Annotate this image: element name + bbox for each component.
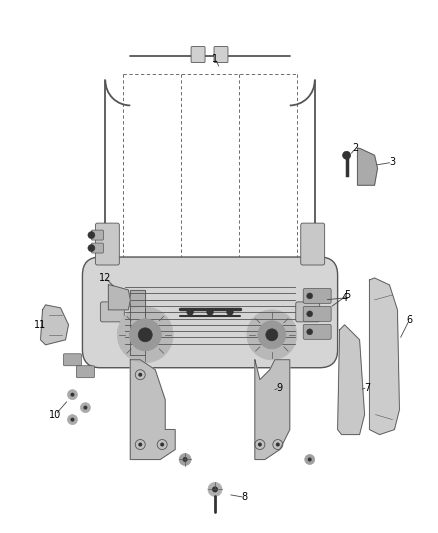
Polygon shape (130, 360, 175, 459)
FancyBboxPatch shape (303, 325, 331, 340)
Polygon shape (357, 148, 378, 185)
Circle shape (247, 310, 297, 360)
FancyBboxPatch shape (301, 223, 325, 265)
Text: 5: 5 (344, 290, 351, 300)
Polygon shape (130, 290, 145, 355)
Text: 1: 1 (212, 53, 218, 63)
Circle shape (179, 454, 191, 465)
Circle shape (208, 482, 222, 496)
Circle shape (129, 319, 161, 351)
Polygon shape (370, 278, 399, 434)
Text: 8: 8 (242, 492, 248, 503)
Circle shape (258, 442, 262, 447)
FancyBboxPatch shape (303, 306, 331, 321)
Circle shape (343, 151, 350, 159)
Circle shape (88, 245, 95, 252)
Circle shape (81, 402, 90, 413)
FancyBboxPatch shape (95, 223, 119, 265)
Text: 11: 11 (35, 320, 47, 330)
Circle shape (307, 329, 313, 335)
Circle shape (307, 293, 313, 299)
Circle shape (138, 328, 152, 342)
Polygon shape (338, 325, 364, 434)
Circle shape (212, 487, 218, 492)
Text: 9: 9 (277, 383, 283, 393)
FancyBboxPatch shape (77, 366, 95, 378)
FancyBboxPatch shape (191, 46, 205, 62)
Circle shape (308, 457, 312, 462)
Polygon shape (108, 285, 130, 310)
Text: 3: 3 (389, 157, 396, 167)
Circle shape (183, 457, 187, 462)
Circle shape (227, 309, 233, 315)
Text: 4: 4 (342, 293, 348, 303)
FancyBboxPatch shape (64, 354, 81, 366)
Circle shape (187, 309, 193, 315)
Circle shape (276, 442, 280, 447)
Circle shape (207, 309, 213, 315)
Circle shape (258, 321, 286, 349)
Circle shape (88, 232, 95, 239)
Text: 2: 2 (353, 143, 359, 154)
Text: 12: 12 (99, 273, 112, 283)
Text: 6: 6 (406, 315, 413, 325)
FancyBboxPatch shape (296, 302, 320, 322)
Text: 7: 7 (364, 383, 371, 393)
FancyBboxPatch shape (303, 288, 331, 303)
FancyBboxPatch shape (92, 230, 103, 240)
FancyBboxPatch shape (92, 243, 103, 253)
Circle shape (117, 307, 173, 363)
Circle shape (160, 442, 164, 447)
Circle shape (83, 406, 88, 410)
Circle shape (67, 390, 78, 400)
Circle shape (67, 415, 78, 425)
Circle shape (307, 311, 313, 317)
Text: 10: 10 (49, 410, 62, 419)
FancyBboxPatch shape (100, 302, 124, 322)
FancyBboxPatch shape (214, 46, 228, 62)
Circle shape (138, 373, 142, 377)
FancyBboxPatch shape (82, 257, 338, 368)
Circle shape (71, 393, 74, 397)
Polygon shape (255, 360, 290, 459)
Circle shape (138, 442, 142, 447)
Circle shape (305, 455, 314, 464)
Polygon shape (41, 305, 68, 345)
Circle shape (71, 417, 74, 422)
Circle shape (266, 329, 278, 341)
